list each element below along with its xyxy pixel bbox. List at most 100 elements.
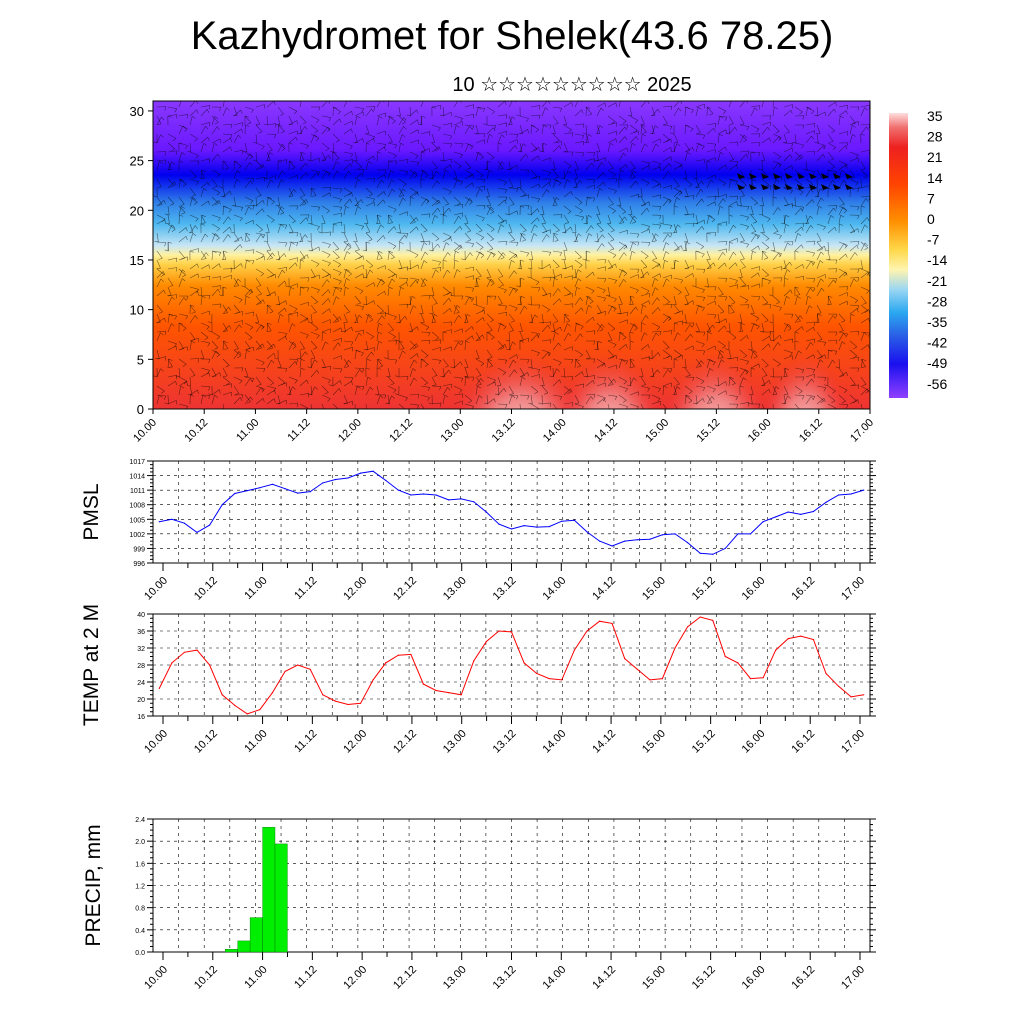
temp-2m-point (712, 619, 714, 622)
x-tick-label: 14.12 (590, 964, 618, 992)
y-tick-label: 36 (137, 629, 145, 636)
colorbar-label: 21 (927, 149, 943, 165)
pmsl-point (259, 487, 261, 489)
y-tick-label: 1017 (129, 459, 145, 466)
x-tick-label: 13.12 (490, 417, 518, 445)
pmsl-point (649, 538, 651, 540)
temp-2m-point (322, 694, 324, 696)
pmsl-point (448, 499, 450, 501)
temp-2m-point (435, 689, 437, 692)
y-tick-label: 1011 (130, 488, 145, 495)
pmsl-point (183, 522, 185, 524)
pmsl-point (661, 534, 664, 536)
pmsl-point (762, 521, 764, 523)
temp-2m-point (762, 677, 764, 679)
colorbar-label: -49 (927, 355, 947, 371)
page-subtitle: 10 ☆☆☆☆☆☆☆☆☆ 2025 (452, 74, 692, 96)
colorbar-label: -56 (927, 376, 947, 392)
pmsl-point (473, 501, 475, 503)
pmsl-point (775, 516, 777, 518)
temp-2m-point (196, 649, 198, 651)
temp-2m-point (183, 651, 185, 653)
wind-flag (773, 173, 781, 179)
x-tick-label: 13.12 (491, 575, 519, 603)
colorbar-label: -14 (927, 252, 947, 268)
pmsl-ylabel: PMSL (80, 483, 103, 540)
pmsl-point (196, 531, 198, 534)
x-tick-label: 15.00 (640, 575, 668, 603)
x-tick-label: 16.12 (797, 417, 825, 445)
pmsl-point (435, 494, 437, 496)
colorbar-label: -7 (927, 232, 940, 248)
temp-2m-point (548, 678, 550, 680)
colorbar-label: -42 (927, 335, 947, 351)
y-tick-label: 30 (130, 104, 144, 119)
x-tick-label: 15.00 (640, 728, 668, 756)
temp-2m-point (158, 687, 160, 690)
wind-flag (797, 173, 805, 179)
x-tick-label: 10.12 (182, 417, 210, 445)
temp-2m-point (523, 662, 525, 664)
y-tick-label: 5 (137, 352, 144, 367)
colorbar-label: 14 (927, 170, 943, 186)
x-tick-label: 14.12 (590, 728, 618, 756)
colorbar-label: 0 (927, 211, 935, 227)
hotspot-1 (562, 329, 658, 409)
wind-flag (761, 173, 769, 179)
temp-2m-point (372, 679, 374, 681)
wind-flag (785, 173, 793, 179)
pmsl-point (523, 525, 525, 527)
y-tick-label: 24 (137, 680, 145, 687)
pmsl-point (712, 553, 714, 555)
temp-2m-point (825, 672, 827, 675)
precip-bar (249, 917, 263, 953)
wind-flag (845, 184, 853, 190)
x-tick-label: 16.00 (740, 575, 768, 603)
x-tick-label: 15.12 (690, 728, 718, 756)
pmsl-point (737, 533, 739, 535)
temp-2m-panel: 16 20 24 28 32 36 40 TEMP at 2 M 10.00 10.12 11.00… (80, 604, 876, 756)
x-tick-label: 10.12 (192, 964, 220, 992)
x-tick-label: 12.12 (387, 417, 415, 445)
y-tick-label: 1008 (129, 503, 145, 510)
wind-flag (845, 173, 853, 179)
colorbar-label: 35 (927, 108, 943, 124)
wind-flag (833, 184, 841, 190)
colorbar-label: -35 (927, 314, 947, 330)
wind-barbs (153, 101, 870, 409)
hotspot-2 (667, 329, 763, 409)
x-tick-label: 11.12 (292, 964, 319, 991)
x-tick-label: 14.00 (540, 728, 568, 756)
temp-2m-point (410, 653, 412, 656)
temp-2m-point (498, 630, 500, 632)
temp-2m-point (850, 696, 852, 698)
temp-2m-point (561, 679, 563, 681)
y-tick-label: 0 (137, 402, 144, 417)
pmsl-point (825, 501, 827, 503)
temp-2m-point (838, 685, 840, 687)
temp-2m-point (510, 631, 513, 633)
temp-2m-point (800, 635, 802, 637)
x-tick-label: 13.00 (441, 575, 469, 603)
temp-2m-point (611, 622, 613, 625)
pmsl-point (347, 477, 349, 479)
y-tick-label: 40 (137, 612, 145, 619)
x-tick-label: 13.00 (438, 417, 466, 445)
wind-flag (761, 184, 769, 190)
wind-flag (833, 173, 841, 179)
heatmap-hotspots (460, 329, 845, 409)
temp-2m-point (724, 655, 726, 658)
wind-flag (797, 184, 805, 190)
pmsl-point (372, 470, 374, 472)
temp-2m-point (473, 660, 475, 662)
pmsl-point (334, 478, 336, 481)
pmsl-point (397, 489, 399, 491)
x-tick-label: 15.00 (640, 964, 668, 992)
x-tick-label: 11.12 (292, 728, 319, 755)
temp-2m-point (485, 641, 487, 643)
y-tick-label: 16 (137, 714, 145, 721)
pmsl-point (800, 513, 802, 516)
pmsl-point (410, 494, 412, 496)
pmsl-point (510, 528, 513, 530)
pmsl-point (171, 518, 173, 520)
